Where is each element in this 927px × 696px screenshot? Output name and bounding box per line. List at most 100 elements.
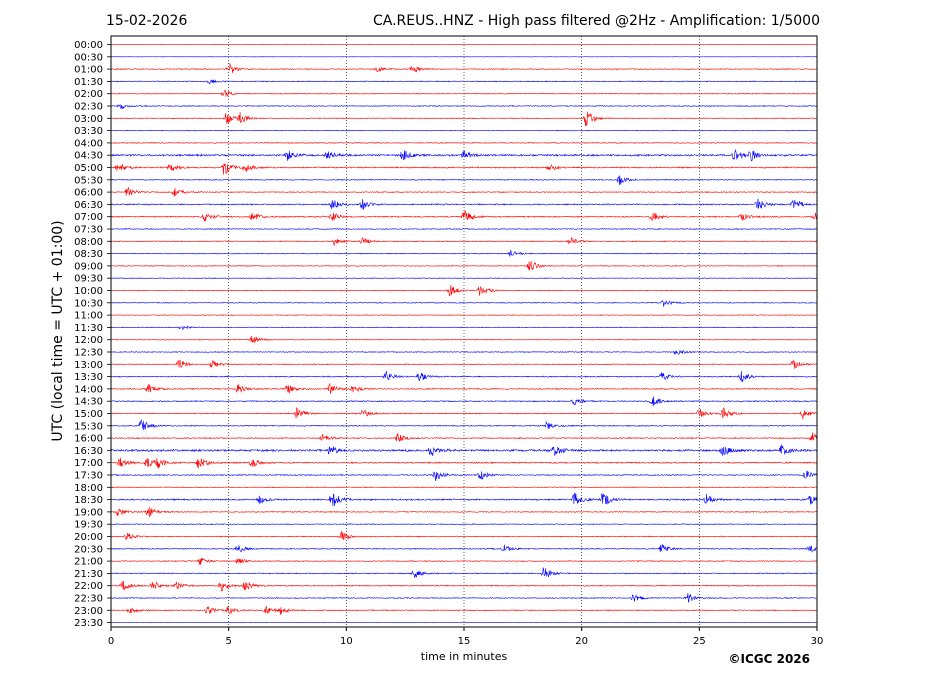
trace-1800: [110, 486, 818, 489]
row-label: 14:30: [74, 397, 103, 408]
row-label: 01:00: [74, 65, 103, 76]
trace-0900: [110, 260, 818, 271]
row-label: 05:00: [74, 163, 103, 174]
y-axis-label: UTC (local time = UTC + 01:00): [50, 220, 66, 441]
trace-0230: [110, 103, 818, 110]
trace-2300: [111, 605, 818, 615]
row-label: 06:30: [74, 200, 103, 211]
row-label: 23:00: [74, 606, 103, 617]
trace-1830: [110, 492, 818, 507]
row-label: 06:00: [74, 188, 103, 199]
row-label: 23:30: [74, 618, 103, 629]
trace-0400: [110, 141, 818, 144]
trace-0700: [110, 210, 818, 222]
trace-0430: [110, 149, 818, 162]
row-label: 10:00: [74, 286, 103, 297]
row-label: 17:00: [74, 458, 103, 469]
trace-0200: [110, 89, 818, 97]
x-tick-label: 30: [811, 636, 824, 647]
row-label: 00:00: [74, 40, 103, 51]
row-label: 11:00: [74, 311, 103, 322]
row-label: 12:00: [74, 335, 103, 346]
row-label: 09:00: [74, 261, 103, 272]
trace-1630: [110, 444, 818, 456]
row-label: 09:30: [74, 274, 103, 285]
trace-1300: [110, 359, 818, 369]
row-label: 20:30: [74, 544, 103, 555]
trace-1500: [110, 407, 818, 420]
trace-0130: [110, 79, 818, 85]
trace-0630: [110, 198, 818, 210]
trace-1900: [110, 506, 818, 518]
trace-1200: [110, 335, 818, 343]
row-label: 15:00: [74, 409, 103, 420]
grid-lines: [228, 36, 700, 627]
row-label: 18:30: [74, 495, 103, 506]
row-label: 22:00: [74, 581, 103, 592]
plot-frame: [110, 35, 818, 628]
trace-1000: [110, 285, 818, 297]
trace-1230: [110, 349, 818, 355]
seismic-traces: [110, 43, 818, 624]
row-label: 11:30: [74, 323, 103, 334]
trace-1700: [110, 457, 818, 469]
trace-1930: [110, 523, 818, 526]
row-label: 05:30: [74, 175, 103, 186]
trace-0930: [110, 277, 818, 280]
row-label: 08:30: [74, 249, 103, 260]
x-axis-ticks: 0 5 10 15 20 25 30: [108, 627, 824, 647]
trace-2230: [110, 592, 818, 604]
row-label: 13:00: [74, 360, 103, 371]
row-label: 02:30: [74, 102, 103, 113]
trace-0100: [110, 63, 818, 74]
chart-title: CA.REUS..HNZ - High pass filtered @2Hz -…: [373, 13, 820, 29]
row-label: 16:30: [74, 446, 103, 457]
copyright-notice: ©ICGC 2026: [728, 652, 810, 666]
row-label: 07:00: [74, 212, 103, 223]
row-label: 10:30: [74, 298, 103, 309]
row-label: 19:30: [74, 520, 103, 531]
row-label: 03:30: [74, 126, 103, 137]
trace-1600: [111, 432, 818, 442]
row-label: 03:00: [74, 114, 103, 125]
row-label: 04:00: [74, 138, 103, 149]
trace-1330: [110, 370, 818, 383]
trace-0500: [110, 163, 818, 175]
trace-1130: [110, 325, 818, 330]
x-tick-label: 15: [458, 636, 471, 647]
row-label: 21:30: [74, 569, 103, 580]
row-label: 17:30: [74, 471, 103, 482]
trace-2000: [110, 530, 818, 541]
row-label: 20:00: [74, 532, 103, 543]
row-label: 18:00: [74, 483, 103, 494]
row-label: 00:30: [74, 52, 103, 63]
row-label: 22:30: [74, 594, 103, 605]
row-label: 21:00: [74, 557, 103, 568]
trace-2030: [110, 543, 818, 553]
trace-2130: [111, 566, 818, 579]
trace-0730: [110, 227, 818, 230]
trace-0530: [110, 175, 818, 186]
row-label: 15:30: [74, 421, 103, 432]
x-tick-label: 25: [693, 636, 706, 647]
row-label: 08:00: [74, 237, 103, 248]
x-tick-label: 10: [340, 636, 353, 647]
row-label: 19:00: [74, 507, 103, 518]
trace-0600: [110, 186, 818, 197]
row-label: 13:30: [74, 372, 103, 383]
row-label: 12:30: [74, 348, 103, 359]
x-tick-label: 5: [225, 636, 231, 647]
header-date: 15-02-2026: [106, 13, 187, 29]
row-label: 14:00: [74, 384, 103, 395]
trace-2100: [110, 557, 818, 566]
row-label: 02:00: [74, 89, 103, 100]
trace-1430: [110, 396, 818, 407]
x-tick-label: 0: [108, 636, 114, 647]
row-label: 16:00: [74, 434, 103, 445]
x-axis-label: time in minutes: [421, 650, 508, 663]
trace-0800: [110, 237, 818, 246]
trace-2200: [110, 580, 818, 592]
trace-1030: [110, 300, 818, 307]
